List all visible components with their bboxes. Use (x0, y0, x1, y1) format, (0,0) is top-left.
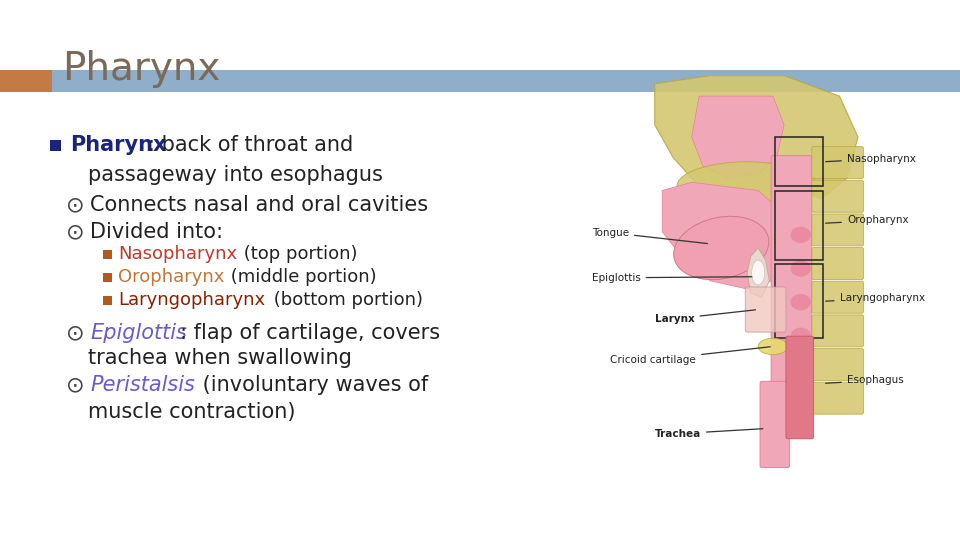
Ellipse shape (790, 260, 811, 276)
Text: (middle portion): (middle portion) (225, 268, 376, 286)
Bar (775, 265, 823, 338)
Ellipse shape (790, 361, 811, 377)
Text: (bottom portion): (bottom portion) (268, 291, 423, 309)
Text: Nasopharynx: Nasopharynx (826, 154, 916, 164)
Text: Trachea: Trachea (655, 429, 763, 439)
Text: Pharynx: Pharynx (70, 135, 166, 155)
Bar (103, 273, 112, 282)
FancyBboxPatch shape (812, 180, 864, 212)
Text: : flap of cartilage, covers: : flap of cartilage, covers (180, 323, 440, 343)
Bar (103, 296, 112, 305)
FancyBboxPatch shape (812, 315, 864, 347)
Text: Oropharynx: Oropharynx (118, 268, 225, 286)
Text: passageway into esophagus: passageway into esophagus (88, 165, 383, 185)
Text: Connects nasal and oral cavities: Connects nasal and oral cavities (90, 195, 428, 215)
Text: Cricoid cartilage: Cricoid cartilage (611, 347, 770, 365)
FancyBboxPatch shape (760, 381, 790, 468)
Polygon shape (662, 183, 784, 289)
Text: Laryngopharynx: Laryngopharynx (826, 293, 924, 303)
Bar (775, 137, 823, 186)
FancyBboxPatch shape (812, 281, 864, 313)
Text: Pharynx: Pharynx (62, 50, 221, 88)
Text: Oropharynx: Oropharynx (826, 215, 908, 225)
FancyBboxPatch shape (771, 156, 812, 406)
Text: trachea when swallowing: trachea when swallowing (88, 348, 352, 368)
Bar (50, 140, 61, 151)
Polygon shape (691, 96, 784, 178)
Text: Laryngopharynx: Laryngopharynx (118, 291, 265, 309)
Text: muscle contraction): muscle contraction) (88, 402, 296, 422)
Ellipse shape (790, 227, 811, 243)
FancyBboxPatch shape (812, 214, 864, 246)
Bar (775, 191, 823, 260)
Text: Divided into:: Divided into: (90, 222, 223, 242)
FancyBboxPatch shape (812, 247, 864, 280)
FancyBboxPatch shape (812, 146, 864, 179)
Text: Tongue: Tongue (592, 228, 708, 244)
Ellipse shape (677, 162, 817, 211)
Text: Larynx: Larynx (655, 310, 756, 324)
Text: ⊙: ⊙ (65, 222, 84, 242)
Polygon shape (747, 248, 769, 297)
Ellipse shape (758, 338, 788, 355)
Text: ⊙: ⊙ (65, 195, 84, 215)
Text: (top portion): (top portion) (238, 245, 357, 263)
FancyBboxPatch shape (812, 382, 864, 414)
Bar (103, 250, 112, 259)
Text: Nasopharynx: Nasopharynx (118, 245, 237, 263)
FancyBboxPatch shape (812, 348, 864, 381)
Bar (52, 70, 960, 92)
FancyBboxPatch shape (786, 336, 814, 439)
Ellipse shape (790, 294, 811, 310)
Text: Epiglottis: Epiglottis (592, 273, 752, 283)
Text: ⊙: ⊙ (65, 375, 84, 395)
Text: Esophagus: Esophagus (826, 375, 903, 386)
Text: : back of throat and: : back of throat and (148, 135, 353, 155)
Polygon shape (655, 76, 858, 219)
Ellipse shape (674, 217, 769, 280)
Text: Epiglottis: Epiglottis (90, 323, 187, 343)
Bar (0, 70, 52, 92)
Ellipse shape (752, 260, 765, 285)
Ellipse shape (790, 328, 811, 344)
FancyBboxPatch shape (745, 287, 786, 332)
Text: (involuntary waves of: (involuntary waves of (196, 375, 428, 395)
Text: Peristalsis: Peristalsis (90, 375, 195, 395)
Text: ⊙: ⊙ (65, 323, 84, 343)
